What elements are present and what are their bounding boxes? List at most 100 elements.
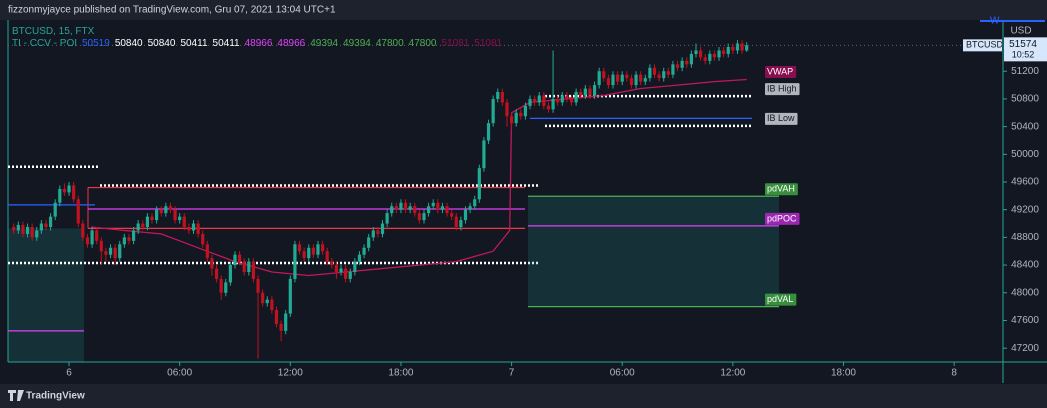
candle-body <box>403 202 408 210</box>
candle-body <box>597 71 601 86</box>
candle-body <box>72 185 76 200</box>
y-tick-label: 49200 <box>1011 204 1039 215</box>
level-tag <box>765 112 798 125</box>
candle-body <box>320 244 325 252</box>
candle-body <box>422 213 426 221</box>
value-area-zone <box>8 228 84 362</box>
y-tick-label: 48000 <box>1011 287 1039 298</box>
x-tick-label: 7 <box>509 368 515 379</box>
candle-body <box>459 220 463 227</box>
candle-body <box>76 199 80 224</box>
candle-body <box>427 206 431 214</box>
candle-body <box>431 202 435 207</box>
level-label: pdVAH <box>767 184 795 194</box>
candle-body <box>671 64 675 75</box>
candle-body <box>224 282 228 293</box>
level-tag <box>765 212 800 225</box>
candle-body <box>685 60 689 65</box>
candle-body <box>417 213 421 221</box>
candle-body <box>168 206 173 210</box>
y-tick-label: 50400 <box>1011 121 1039 132</box>
candle-body <box>740 43 744 51</box>
vwap-line <box>91 78 747 277</box>
price-label: 51574 <box>1009 39 1037 50</box>
candle-body <box>440 206 445 210</box>
candle-body <box>602 71 606 79</box>
candle-body <box>256 278 260 293</box>
candle-body <box>35 230 39 238</box>
candle-body <box>657 74 661 79</box>
candle-body <box>238 254 242 262</box>
y-tick-label: 48400 <box>1011 260 1039 271</box>
candle-body <box>616 74 620 82</box>
candle-body <box>463 209 468 221</box>
candle-body <box>95 230 99 241</box>
candle-body <box>689 53 693 65</box>
x-tick-label: 12:00 <box>720 368 745 379</box>
candle-body <box>708 53 712 61</box>
candle-body <box>150 216 154 221</box>
level-label: pdPOC <box>767 213 797 223</box>
candle-body <box>39 223 43 231</box>
level-label: pdVAL <box>767 294 793 304</box>
indicator-value: 49394 <box>343 38 371 49</box>
candle-body <box>85 237 90 245</box>
candle-body <box>509 116 514 124</box>
candle-body <box>242 261 246 272</box>
candle-body <box>413 206 417 214</box>
candle-body <box>293 244 297 279</box>
candle-body <box>122 237 126 245</box>
candle-body <box>284 313 288 331</box>
candle-body <box>141 223 145 227</box>
candle-body <box>274 310 279 324</box>
candle-body <box>104 251 108 255</box>
candle-body <box>380 223 385 234</box>
candle-body <box>367 237 371 248</box>
indicator-value: 50840 <box>114 38 143 49</box>
candle-body <box>279 323 283 331</box>
candle-body <box>302 251 306 259</box>
candle-body <box>491 98 495 124</box>
candle-body <box>187 227 191 231</box>
candle-body <box>394 206 398 210</box>
candle-body <box>662 71 666 79</box>
candle-body <box>201 233 205 245</box>
indicator-value: 48966 <box>244 38 273 49</box>
y-tick-label: 47200 <box>1011 343 1039 354</box>
candle-body <box>533 98 537 103</box>
candle-body <box>436 202 440 210</box>
candle-body <box>67 185 71 193</box>
candle-body <box>21 224 25 234</box>
candle-body <box>136 223 140 231</box>
candle-body <box>311 247 315 255</box>
candle-body <box>745 45 749 51</box>
y-tick-label: 50000 <box>1011 149 1039 160</box>
candle-body <box>408 206 412 210</box>
candle-body <box>722 50 726 54</box>
candle-body <box>25 227 30 234</box>
candle-body <box>639 74 643 82</box>
candle-body <box>108 247 113 255</box>
interval-button[interactable]: W <box>990 16 1000 27</box>
candle-body <box>583 88 587 96</box>
indicator-value: 47800 <box>408 38 437 49</box>
candle-body <box>606 78 610 86</box>
candle-body <box>307 247 311 259</box>
candle-body <box>680 60 684 68</box>
candle-body <box>523 105 528 117</box>
candle-body <box>717 50 721 58</box>
candle-body <box>159 209 163 214</box>
currency-label: USD <box>1010 26 1031 37</box>
candle-body <box>731 47 735 51</box>
candle-body <box>173 209 177 221</box>
candle-body <box>316 244 320 255</box>
level-tag <box>765 83 800 96</box>
candle-body <box>569 98 574 103</box>
x-tick-label: 18:00 <box>388 368 413 379</box>
candle-body <box>514 112 518 124</box>
candle-body <box>164 206 168 214</box>
indicator-value: 47800 <box>375 38 404 49</box>
candle-body <box>629 78 634 86</box>
header-text: fizzonmyjayce published on TradingView.c… <box>8 5 336 16</box>
y-tick-label: 49600 <box>1011 177 1039 188</box>
